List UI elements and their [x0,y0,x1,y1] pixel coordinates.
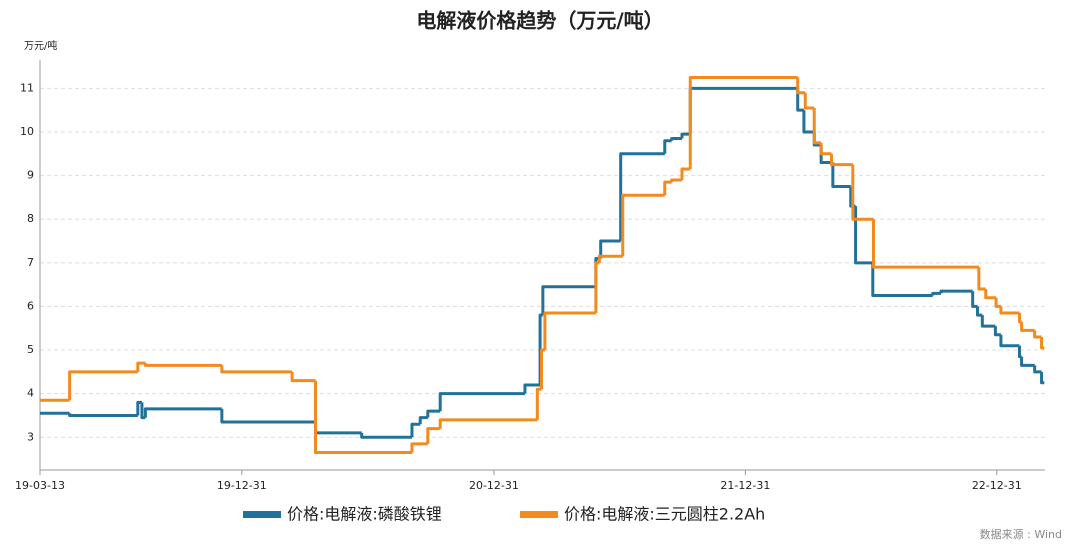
line-step [984,288,997,300]
source-note: 数据来源 : Wind [980,527,1062,541]
line-step [360,432,412,439]
line-step [871,262,933,298]
line-step [68,370,138,401]
line-step [831,162,851,188]
y-axis-label: 万元/吨 [24,39,57,52]
y-tick-label: 8 [27,212,34,225]
line-step [621,193,665,257]
x-tick-label: 20-12-31 [469,479,519,492]
line-step [1033,365,1042,374]
line-step [599,239,621,259]
line-step [594,261,600,313]
x-tick-label: 22-12-31 [972,479,1022,492]
legend-swatch [520,511,558,518]
line-step [854,206,873,265]
line-step [438,392,525,412]
y-tick-label: 10 [20,125,34,138]
line-step [136,361,146,372]
line-step [68,413,138,417]
line-step [1033,330,1042,339]
line-step [220,408,316,424]
y-tick-label: 9 [27,169,34,182]
y-tick-label: 7 [27,256,34,269]
line-step [1018,312,1022,324]
y-tick-label: 4 [27,387,34,400]
line-step [220,365,293,374]
line-step [1018,345,1022,359]
line-step [939,289,973,294]
legend-swatch [243,511,281,518]
line-step [143,363,222,367]
line-step [539,348,545,390]
line-step [541,285,596,316]
line-step [803,92,815,110]
line-step [438,418,538,429]
line-step [871,219,979,269]
line-step [140,402,146,420]
y-tick-label: 6 [27,299,34,312]
line-step [999,306,1020,315]
line-step [688,75,798,170]
line-step [1020,356,1035,367]
line-step [999,334,1020,348]
line-step [290,371,316,383]
line-step [812,107,822,145]
line-step [931,291,941,296]
line-step [418,416,428,425]
line-step [980,315,996,328]
line-step [314,380,412,455]
y-tick-label: 11 [20,81,34,94]
line-step [680,132,691,139]
line-step [994,297,1001,308]
line-step [688,86,798,135]
legend-label: 价格:电解液:磷酸铁锂 [287,505,442,524]
x-tick-label: 21-12-31 [720,479,770,492]
line-step [1040,336,1045,350]
line-step [975,306,983,317]
line-step [314,422,362,435]
line-step [670,178,682,183]
y-tick-label: 3 [27,430,34,443]
y-tick-label: 5 [27,343,34,356]
line-step [619,152,665,242]
line-step [426,427,441,444]
x-tick-label: 19-12-31 [217,479,267,492]
line-step [523,383,541,394]
line-step [680,167,691,180]
line-step [971,291,978,308]
line-step [829,153,853,167]
line-step [1020,321,1035,332]
line-step [410,442,428,453]
line-step [670,137,682,141]
line-step [663,180,672,196]
line-step [663,139,672,154]
line-step [802,110,815,134]
legend-label: 价格:电解液:三元圆柱2.2Ah [564,505,765,524]
line-step [796,77,806,95]
line-step [410,422,421,438]
chart-title: 电解液价格趋势（万元/吨） [416,9,663,33]
line-step [143,407,222,418]
line-step [426,409,441,418]
line-step [597,254,623,263]
line-step [796,88,804,112]
line-step [851,164,874,221]
line-step [819,142,832,156]
line-step [535,387,542,420]
line-step [977,267,986,291]
line-step [543,311,596,351]
line-step [993,326,1001,337]
x-tick-label: 19-03-13 [15,479,65,492]
line-step [1040,371,1045,385]
